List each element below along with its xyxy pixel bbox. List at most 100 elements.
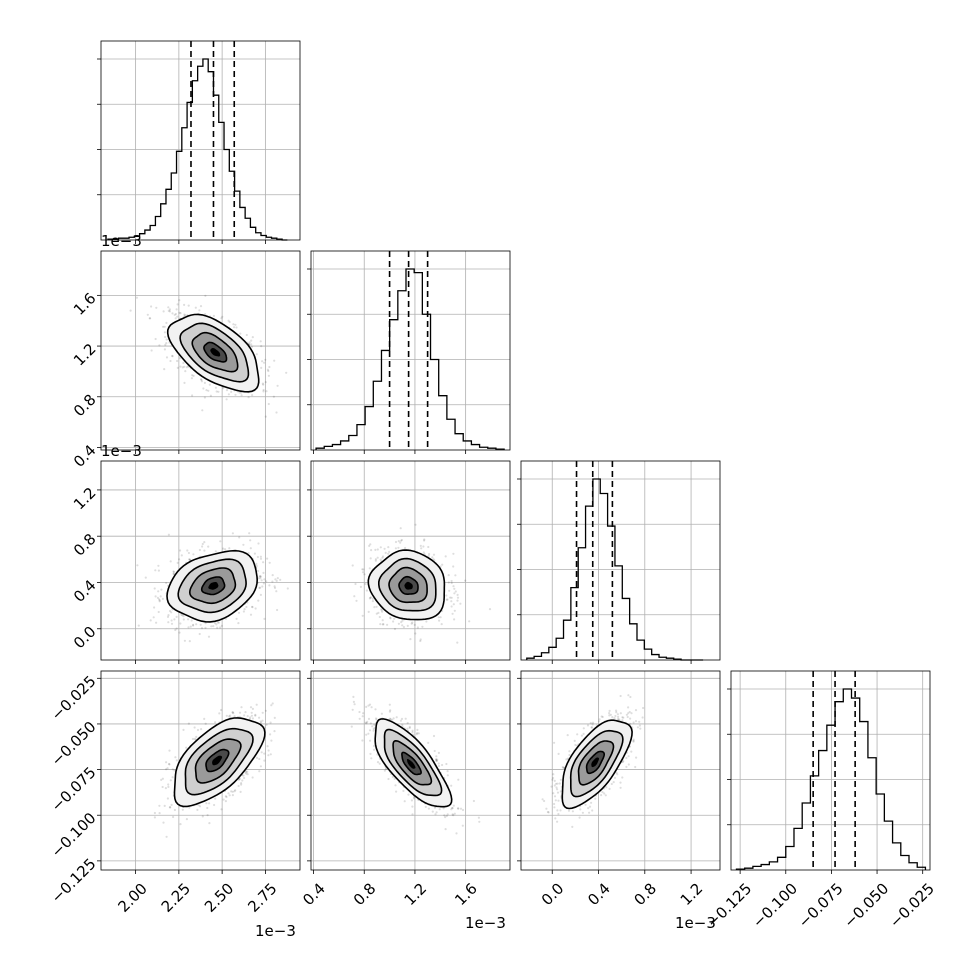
scatter-point [419,544,422,548]
scatter-point [444,816,447,819]
scatter-point [456,593,459,597]
panel-frame [100,40,301,241]
scatter-point [276,384,279,387]
scatter-point [427,545,430,549]
scatter-point [192,623,195,626]
panel-body [153,702,276,838]
scatter-point [406,727,409,730]
scatter-point [264,358,267,361]
scatter-point [235,617,238,620]
scatter-point [196,728,200,732]
scatter-point [438,619,441,622]
scatter-point [257,599,260,602]
scatter-point [395,790,398,793]
panels-layer [97,40,931,871]
scatter-point [176,303,179,306]
histogram-panel-2 [517,460,721,661]
scatter-point [276,608,279,612]
scatter-point [371,600,374,603]
scatter-point [354,582,357,586]
scatter-point [477,816,480,819]
scatter-point [200,627,204,630]
scatter-point [182,361,185,365]
scatter-point [168,609,172,613]
scatter-point [167,783,170,786]
scatter-point [160,778,163,782]
scatter-point [137,624,140,627]
scatter-point [180,613,183,616]
scatter-point [389,616,392,619]
density-peak [404,581,413,590]
scatter-point [199,305,203,308]
scatter-point [247,551,250,555]
scatter-point [191,394,194,397]
scatter-point [163,368,166,371]
scatter-point [394,547,397,550]
scatter-point [204,313,207,316]
scatter-point [181,614,184,617]
scatter-point [231,711,234,714]
scatter-point [206,806,209,810]
contour-line [378,557,437,612]
scatter-point [240,394,243,397]
scatter-point [421,625,424,628]
scatter-point [208,802,211,805]
scatter-point [447,581,450,584]
scatter-panel-0-1 [100,250,301,451]
scatter-point [174,756,177,759]
scatter-point [146,313,149,316]
scatter-point [435,759,438,763]
scatter-point [175,615,178,619]
scatter-point [246,770,249,774]
scatter-point [163,331,166,334]
scatter-point [185,366,188,369]
scatter-point [208,383,211,386]
scatter-point [166,767,169,770]
scatter-point [261,360,264,363]
scatter-point [411,813,414,816]
scatter-point [192,624,195,627]
scatter-point [488,608,492,611]
scatter-point [220,808,223,811]
scatter-point [153,606,156,609]
scatter-point [209,394,212,397]
scatter-point [265,723,268,726]
scatter-point [409,638,412,641]
scatter-point [245,605,248,609]
scatter-point [256,555,259,559]
scatter-point [187,618,190,621]
scatter-point [224,800,227,803]
scatter-point [361,568,364,571]
scatter-point [432,734,436,738]
scatter-point [174,317,177,320]
density-peak [212,755,223,766]
scatter-point [165,321,168,324]
contour-line [177,558,247,614]
scatter-point [259,586,262,589]
scatter-point [386,623,389,626]
scatter-point [264,709,267,712]
scatter-point [242,774,245,777]
scatter-point [267,749,270,752]
scatter-point [188,640,191,643]
scatter-point [397,540,400,543]
scatter-point [437,616,440,619]
scatter-point [263,361,266,364]
scatter-point [266,368,269,371]
scatter-point [269,733,272,736]
scatter-point [263,752,266,755]
contour-line [173,717,266,808]
scatter-point [169,806,172,809]
scatter-point [453,609,456,612]
scatter-point [263,617,266,621]
scatter-point [255,562,258,566]
scatter-point [250,345,254,348]
scatter-point [276,577,279,580]
scatter-point [246,773,249,776]
scatter-point [157,569,160,572]
scatter-point [183,381,186,384]
scatter-point [201,545,204,548]
scatter-point [406,721,409,725]
scatter-point [176,315,179,318]
scatter-point [161,777,164,780]
